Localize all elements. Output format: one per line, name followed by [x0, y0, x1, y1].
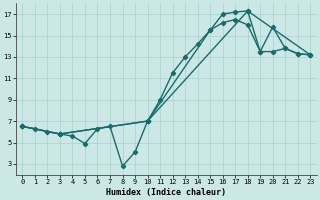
- X-axis label: Humidex (Indice chaleur): Humidex (Indice chaleur): [106, 188, 226, 197]
